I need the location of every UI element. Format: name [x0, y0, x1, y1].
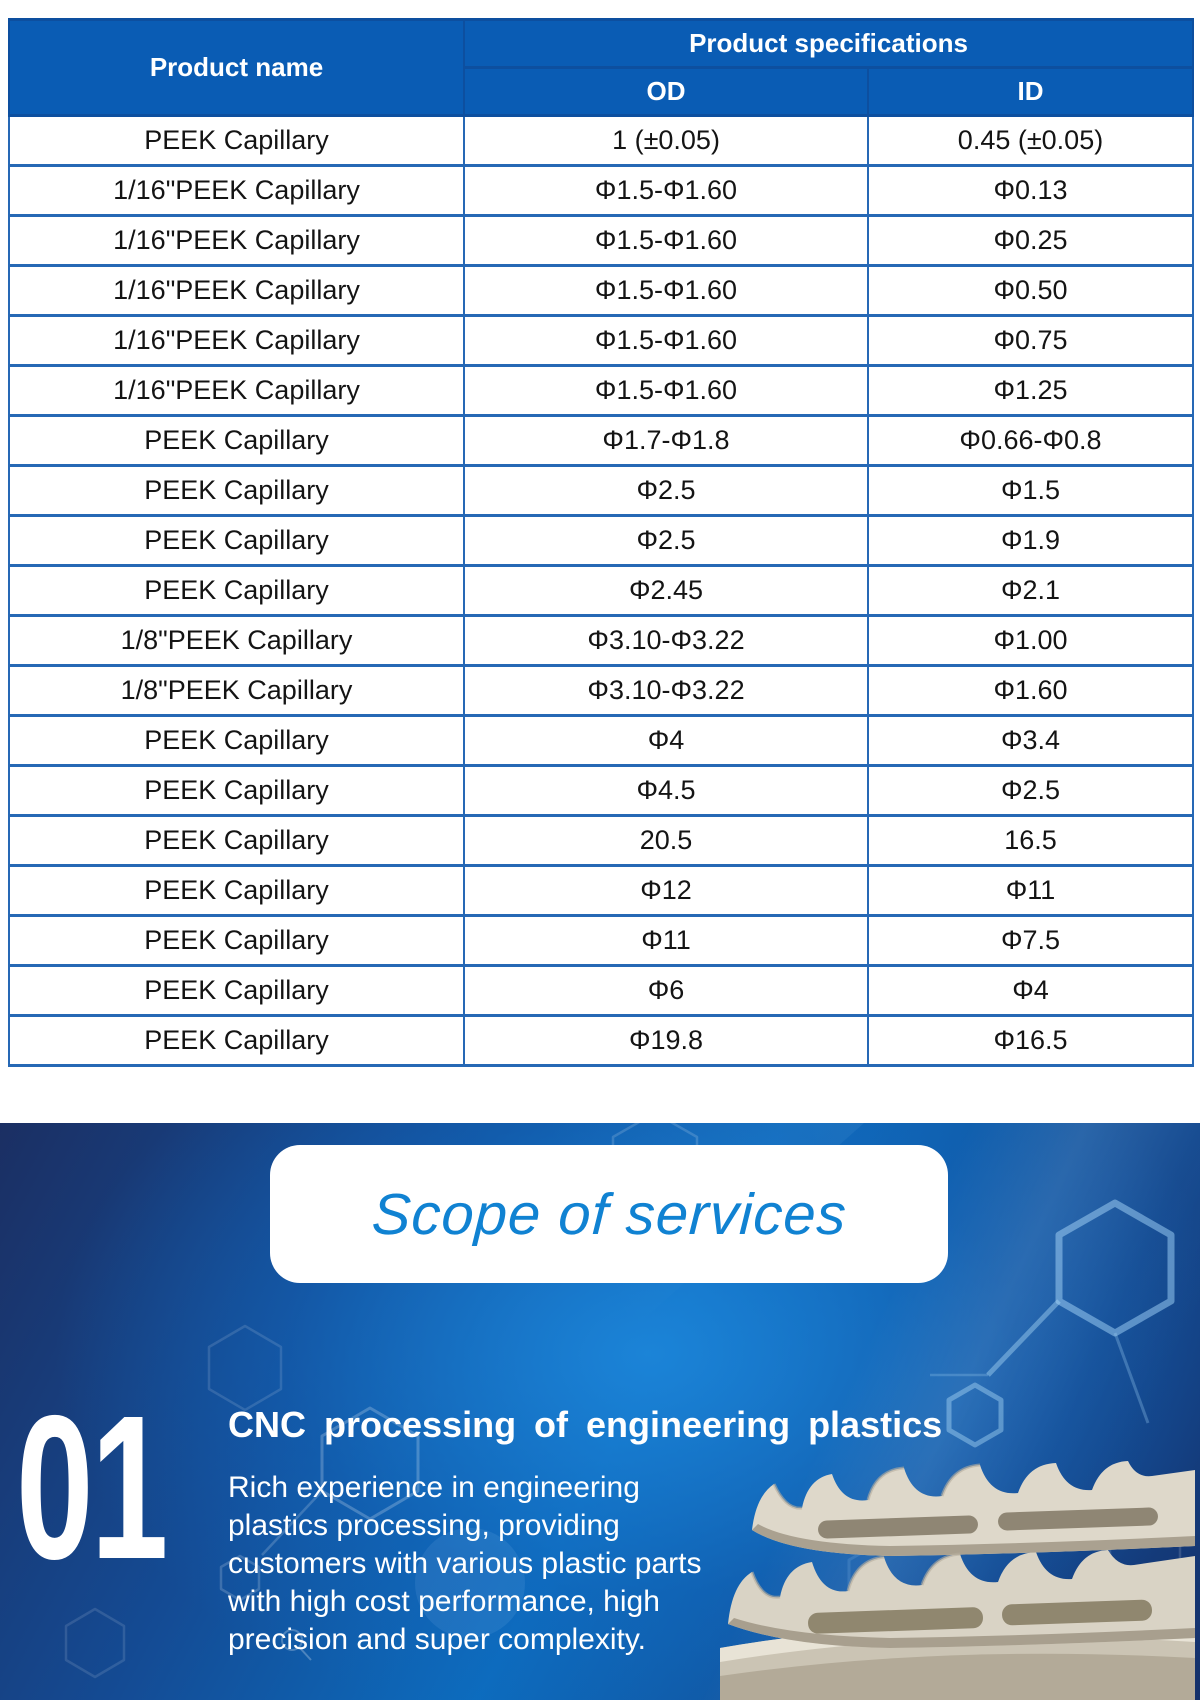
od-cell: Φ2.45 — [463, 564, 869, 617]
spec-table-body: PEEK Capillary 1 (±0.05) 0.45 (±0.05) 1/… — [8, 114, 1194, 1067]
id-cell: Φ1.60 — [867, 664, 1194, 717]
table-row: 1/16"PEEK Capillary Φ1.5-Φ1.60 Φ0.75 — [8, 314, 1194, 367]
id-cell: Φ1.9 — [867, 514, 1194, 567]
od-cell: Φ1.5-Φ1.60 — [463, 314, 869, 367]
service-number: 01 — [16, 1373, 168, 1602]
table-row: 1/8"PEEK Capillary Φ3.10-Φ3.22 Φ1.00 — [8, 614, 1194, 667]
product-name-cell: 1/16"PEEK Capillary — [8, 214, 465, 267]
id-cell: Φ0.75 — [867, 314, 1194, 367]
spec-table-header: Product name Product specifications OD I… — [8, 18, 1194, 117]
product-name-cell: PEEK Capillary — [8, 714, 465, 767]
product-name-cell: 1/16"PEEK Capillary — [8, 314, 465, 367]
table-row: PEEK Capillary Φ2.45 Φ2.1 — [8, 564, 1194, 617]
table-row: PEEK Capillary Φ4.5 Φ2.5 — [8, 764, 1194, 817]
od-cell: Φ2.5 — [463, 464, 869, 517]
spec-table-section: Product name Product specifications OD I… — [8, 18, 1194, 1067]
od-cell: Φ1.5-Φ1.60 — [463, 264, 869, 317]
product-name-cell: 1/8"PEEK Capillary — [8, 614, 465, 667]
table-row: PEEK Capillary 20.5 16.5 — [8, 814, 1194, 867]
scope-title-card: Scope of services — [270, 1145, 948, 1283]
spec-table: Product name Product specifications OD I… — [8, 18, 1194, 1067]
services-section: Scope of services 01 CNC processing of e… — [0, 1123, 1200, 1700]
table-row: PEEK Capillary Φ11 Φ7.5 — [8, 914, 1194, 967]
id-cell: Φ1.00 — [867, 614, 1194, 667]
col-header-od: OD — [463, 66, 869, 117]
product-name-cell: 1/16"PEEK Capillary — [8, 264, 465, 317]
table-row: 1/16"PEEK Capillary Φ1.5-Φ1.60 Φ0.13 — [8, 164, 1194, 217]
product-name-cell: PEEK Capillary — [8, 864, 465, 917]
od-cell: Φ4.5 — [463, 764, 869, 817]
od-cell: Φ4 — [463, 714, 869, 767]
scope-title: Scope of services — [369, 1181, 849, 1247]
id-cell: Φ3.4 — [867, 714, 1194, 767]
product-name-cell: 1/8"PEEK Capillary — [8, 664, 465, 717]
col-header-product-specifications: Product specifications — [463, 18, 1194, 69]
id-cell: Φ11 — [867, 864, 1194, 917]
service-description: Rich experience in engineering plastics … — [228, 1471, 702, 1656]
table-row: PEEK Capillary Φ2.5 Φ1.9 — [8, 514, 1194, 567]
od-cell: Φ6 — [463, 964, 869, 1017]
product-name-cell: PEEK Capillary — [8, 564, 465, 617]
product-name-cell: PEEK Capillary — [8, 814, 465, 867]
od-cell: Φ2.5 — [463, 514, 869, 567]
od-cell: Φ19.8 — [463, 1014, 869, 1067]
table-row: PEEK Capillary Φ4 Φ3.4 — [8, 714, 1194, 767]
table-row: 1/16"PEEK Capillary Φ1.5-Φ1.60 Φ1.25 — [8, 364, 1194, 417]
product-name-cell: PEEK Capillary — [8, 914, 465, 967]
product-name-cell: PEEK Capillary — [8, 114, 465, 167]
id-cell: Φ1.5 — [867, 464, 1194, 517]
product-name-cell: PEEK Capillary — [8, 414, 465, 467]
product-name-cell: PEEK Capillary — [8, 514, 465, 567]
table-row: PEEK Capillary Φ12 Φ11 — [8, 864, 1194, 917]
od-cell: Φ3.10-Φ3.22 — [463, 614, 869, 667]
machined-part-image — [720, 1461, 1195, 1700]
id-cell: 0.45 (±0.05) — [867, 114, 1194, 167]
product-name-cell: PEEK Capillary — [8, 964, 465, 1017]
service-title: CNC processing of engineering plastics — [228, 1404, 943, 1445]
col-header-id: ID — [867, 66, 1194, 117]
od-cell: Φ1.5-Φ1.60 — [463, 164, 869, 217]
id-cell: Φ0.13 — [867, 164, 1194, 217]
id-cell: Φ2.1 — [867, 564, 1194, 617]
table-row: PEEK Capillary Φ2.5 Φ1.5 — [8, 464, 1194, 517]
product-name-cell: 1/16"PEEK Capillary — [8, 164, 465, 217]
od-cell: Φ12 — [463, 864, 869, 917]
od-cell: Φ1.5-Φ1.60 — [463, 214, 869, 267]
product-name-cell: PEEK Capillary — [8, 464, 465, 517]
id-cell: Φ16.5 — [867, 1014, 1194, 1067]
table-row: PEEK Capillary 1 (±0.05) 0.45 (±0.05) — [8, 114, 1194, 167]
col-header-product-name: Product name — [8, 18, 465, 117]
id-cell: Φ0.25 — [867, 214, 1194, 267]
id-cell: Φ1.25 — [867, 364, 1194, 417]
table-row: PEEK Capillary Φ1.7-Φ1.8 Φ0.66-Φ0.8 — [8, 414, 1194, 467]
id-cell: Φ2.5 — [867, 764, 1194, 817]
id-cell: Φ7.5 — [867, 914, 1194, 967]
table-row: PEEK Capillary Φ19.8 Φ16.5 — [8, 1014, 1194, 1067]
product-name-cell: PEEK Capillary — [8, 764, 465, 817]
id-cell: Φ0.50 — [867, 264, 1194, 317]
table-row: 1/16"PEEK Capillary Φ1.5-Φ1.60 Φ0.25 — [8, 214, 1194, 267]
product-name-cell: PEEK Capillary — [8, 1014, 465, 1067]
product-name-cell: 1/16"PEEK Capillary — [8, 364, 465, 417]
od-cell: 20.5 — [463, 814, 869, 867]
table-row: 1/8"PEEK Capillary Φ3.10-Φ3.22 Φ1.60 — [8, 664, 1194, 717]
od-cell: Φ11 — [463, 914, 869, 967]
table-row: PEEK Capillary Φ6 Φ4 — [8, 964, 1194, 1017]
id-cell: 16.5 — [867, 814, 1194, 867]
id-cell: Φ4 — [867, 964, 1194, 1017]
od-cell: Φ1.5-Φ1.60 — [463, 364, 869, 417]
od-cell: 1 (±0.05) — [463, 114, 869, 167]
od-cell: Φ1.7-Φ1.8 — [463, 414, 869, 467]
id-cell: Φ0.66-Φ0.8 — [867, 414, 1194, 467]
table-row: 1/16"PEEK Capillary Φ1.5-Φ1.60 Φ0.50 — [8, 264, 1194, 317]
od-cell: Φ3.10-Φ3.22 — [463, 664, 869, 717]
